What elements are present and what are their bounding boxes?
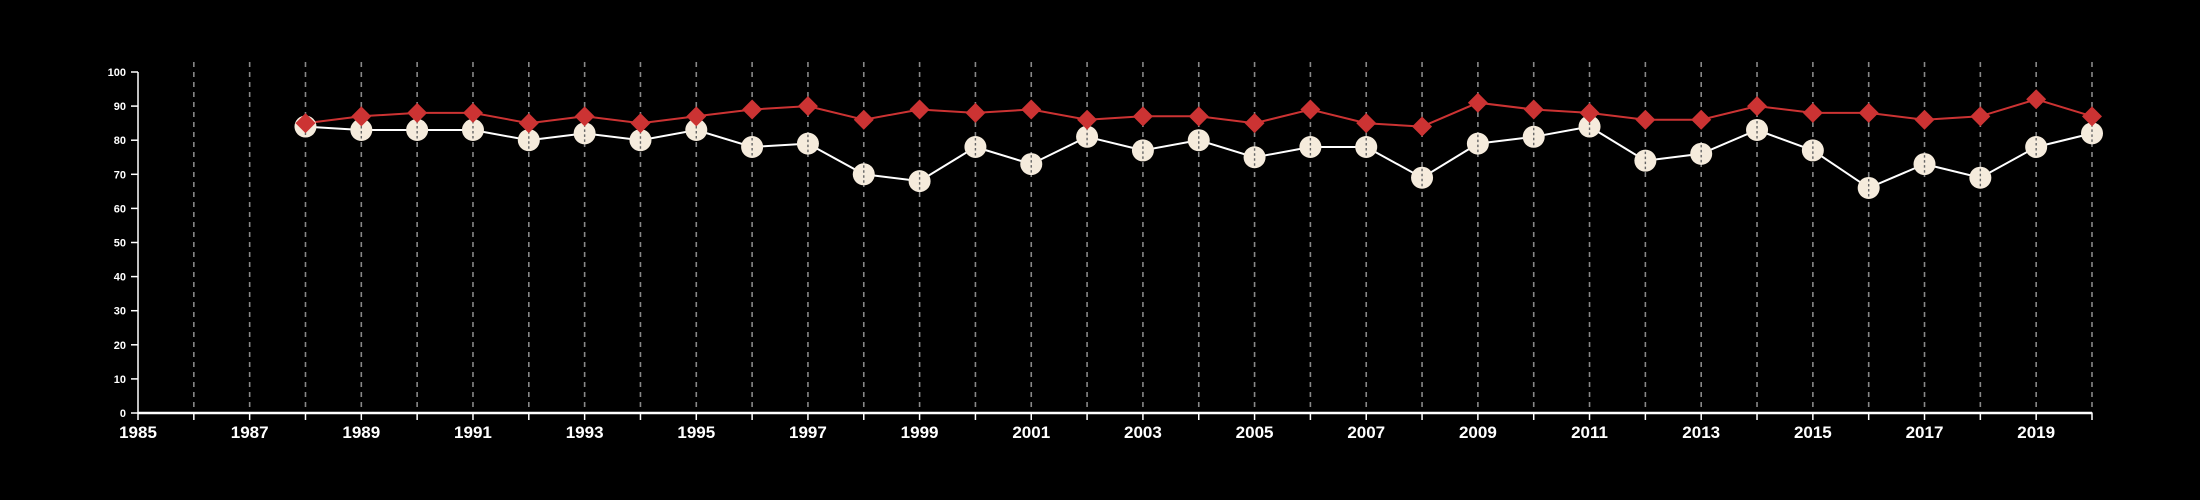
- data-point-diamond: [742, 99, 763, 120]
- data-point-circle: [1690, 142, 1713, 165]
- data-point-circle: [741, 136, 764, 159]
- data-point-diamond: [1747, 96, 1768, 117]
- x-tick-label: 1999: [901, 423, 939, 442]
- x-tick-label: 2001: [1012, 423, 1050, 442]
- x-tick-label: 2019: [2017, 423, 2055, 442]
- data-point-circle: [1913, 153, 1936, 176]
- x-tick-label: 1997: [789, 423, 827, 442]
- x-tick-label: 2013: [1682, 423, 1720, 442]
- data-point-diamond: [518, 113, 539, 134]
- data-point-diamond: [853, 109, 874, 130]
- x-tick-label: 1995: [677, 423, 715, 442]
- data-point-circle: [796, 132, 819, 155]
- data-point-circle: [1578, 115, 1601, 138]
- data-point-circle: [406, 118, 429, 141]
- data-point-diamond: [965, 102, 986, 123]
- data-point-diamond: [295, 113, 316, 134]
- data-point-diamond: [1300, 99, 1321, 120]
- data-point-diamond: [462, 102, 483, 123]
- x-tick-label: 2007: [1347, 423, 1385, 442]
- x-tick-label: 2017: [1906, 423, 1944, 442]
- data-point-diamond: [407, 102, 428, 123]
- y-tick-label: 0: [120, 408, 126, 420]
- data-point-diamond: [630, 113, 651, 134]
- series-group: [294, 89, 2103, 199]
- data-point-circle: [1801, 139, 1824, 162]
- data-point-circle: [573, 122, 596, 145]
- y-tick-label: 100: [108, 67, 126, 79]
- data-point-circle: [1131, 139, 1154, 162]
- data-point-diamond: [1021, 99, 1042, 120]
- data-point-diamond: [686, 106, 707, 127]
- data-point-circle: [517, 129, 540, 152]
- data-point-circle: [1466, 132, 1489, 155]
- x-tick-label: 2015: [1794, 423, 1832, 442]
- y-tick-label: 10: [114, 374, 126, 386]
- x-tick-label: 1987: [231, 423, 269, 442]
- data-point-circle: [350, 118, 373, 141]
- y-tick-label: 70: [114, 169, 126, 181]
- data-point-circle: [1020, 153, 1043, 176]
- data-point-circle: [685, 118, 708, 141]
- x-tick-label: 2009: [1459, 423, 1497, 442]
- data-point-diamond: [1356, 113, 1377, 134]
- data-point-diamond: [1858, 102, 1879, 123]
- data-point-circle: [852, 163, 875, 186]
- data-point-diamond: [797, 96, 818, 117]
- x-tick-label: 2003: [1124, 423, 1162, 442]
- data-point-circle: [1634, 149, 1657, 172]
- data-point-circle: [1857, 176, 1880, 199]
- x-tick-label: 2005: [1236, 423, 1274, 442]
- data-point-diamond: [1914, 109, 1935, 130]
- data-point-circle: [2081, 122, 2103, 145]
- data-point-circle: [1299, 136, 1322, 159]
- x-tick-label: 2011: [1571, 423, 1608, 442]
- y-tick-label: 60: [114, 203, 126, 215]
- data-point-diamond: [1635, 109, 1656, 130]
- y-tick-label: 40: [114, 272, 126, 284]
- axes: 0 10 20 30 40 50 60 70 80 90 100 1985 1987 1989 1991 19…: [108, 67, 2093, 442]
- data-point-circle: [964, 136, 987, 159]
- data-point-diamond: [1970, 106, 1991, 127]
- data-point-circle: [1411, 166, 1434, 189]
- data-point-diamond: [1579, 102, 1600, 123]
- y-tick-label: 80: [114, 135, 126, 147]
- data-point-diamond: [1077, 109, 1098, 130]
- grid-lines: [193, 62, 2093, 413]
- data-point-diamond: [1691, 109, 1712, 130]
- y-tick-label: 90: [114, 101, 126, 113]
- data-point-diamond: [1188, 106, 1209, 127]
- data-point-circle: [1355, 136, 1378, 159]
- data-point-diamond: [1523, 99, 1544, 120]
- x-tick-label: 1985: [119, 423, 157, 442]
- data-point-diamond: [574, 106, 595, 127]
- data-point-circle: [629, 129, 652, 152]
- data-point-diamond: [2026, 89, 2047, 110]
- x-tick-label: 1989: [342, 423, 380, 442]
- data-point-circle: [908, 170, 931, 193]
- data-point-circle: [1522, 125, 1545, 148]
- data-point-circle: [1076, 125, 1099, 148]
- y-tick-label: 30: [114, 306, 126, 318]
- y-tick-label: 20: [114, 340, 126, 352]
- x-tick-label: 1993: [566, 423, 604, 442]
- data-point-diamond: [1467, 92, 1488, 113]
- data-point-diamond: [1132, 106, 1153, 127]
- data-point-diamond: [1802, 102, 1823, 123]
- data-point-circle: [2025, 136, 2048, 159]
- data-point-diamond: [1412, 116, 1433, 137]
- data-point-circle: [1969, 166, 1992, 189]
- y-tick-label: 50: [114, 238, 126, 250]
- data-point-diamond: [909, 99, 930, 120]
- data-point-circle: [461, 118, 484, 141]
- x-tick-label: 1991: [454, 423, 492, 442]
- data-point-circle: [1187, 129, 1210, 152]
- data-point-diamond: [2082, 106, 2102, 127]
- data-point-diamond: [1244, 113, 1265, 134]
- data-point-circle: [1243, 146, 1266, 169]
- data-point-diamond: [351, 106, 372, 127]
- data-point-circle: [1746, 118, 1769, 141]
